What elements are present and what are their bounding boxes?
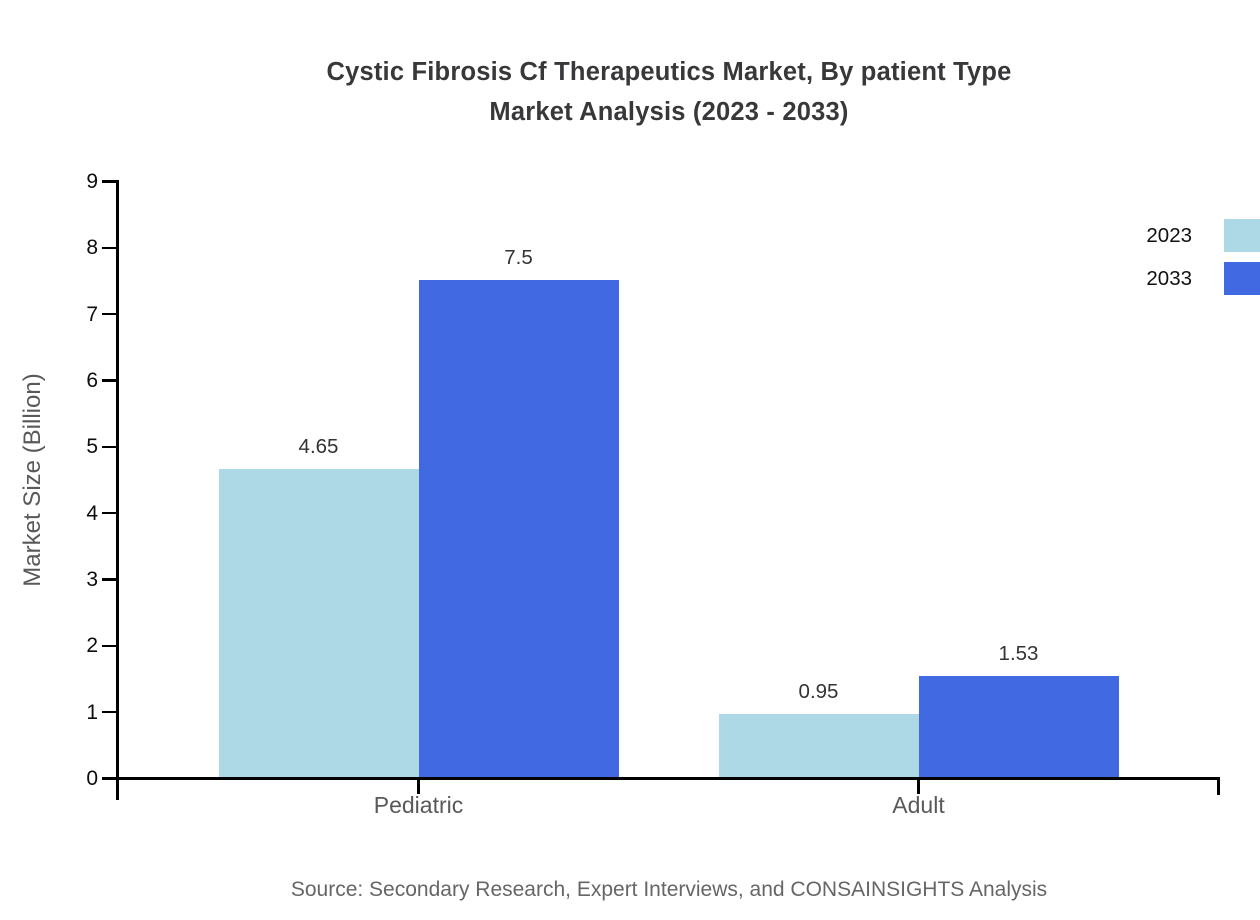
x-axis-line	[102, 777, 1220, 780]
chart-title: Cystic Fibrosis Cf Therapeutics Market, …	[118, 52, 1220, 132]
y-tick-label: 2	[86, 634, 98, 658]
bar-value-label: 7.5	[504, 245, 533, 269]
y-tick-mark	[102, 777, 116, 780]
y-tick-mark	[102, 312, 116, 316]
bar	[918, 675, 1119, 777]
legend-label: 2023	[1146, 224, 1192, 247]
legend-swatch	[1224, 262, 1260, 295]
y-tick-mark	[102, 710, 116, 714]
bar	[718, 713, 919, 777]
x-axis-end-tick	[1217, 777, 1220, 795]
bar	[418, 279, 619, 777]
y-tick-mark	[102, 180, 116, 183]
y-tick-label: 9	[86, 170, 98, 193]
y-tick-label: 1	[86, 700, 98, 724]
source-note: Source: Secondary Research, Expert Inter…	[290, 878, 1048, 901]
y-tick-mark	[102, 578, 116, 581]
x-tick-mark	[417, 777, 420, 794]
x-tick-mark	[917, 777, 920, 794]
y-axis-title: Market Size (Billion)	[19, 373, 46, 587]
y-tick-label: 8	[86, 236, 98, 260]
bar-value-label: 0.95	[798, 679, 839, 703]
y-tick-label: 0	[86, 767, 98, 790]
y-tick-mark	[102, 644, 116, 648]
y-tick-mark	[102, 511, 116, 515]
y-tick-label: 7	[86, 302, 98, 326]
y-tick-label: 4	[86, 501, 98, 525]
chart-title-line-1: Cystic Fibrosis Cf Therapeutics Market, …	[326, 58, 1012, 86]
x-axis-label: Pediatric	[373, 792, 464, 818]
bar-value-label: 4.65	[298, 434, 339, 458]
y-tick-mark	[102, 246, 116, 250]
y-tick-mark	[102, 445, 116, 449]
legend-swatch	[1224, 219, 1260, 252]
y-axis-line	[116, 180, 119, 800]
y-tick-label: 5	[86, 435, 98, 459]
x-axis-label: Adult	[892, 792, 945, 818]
y-tick-mark	[102, 379, 116, 382]
bar-value-label: 1.53	[998, 641, 1039, 665]
y-tick-label: 3	[86, 568, 98, 591]
bar	[218, 468, 419, 777]
y-tick-label: 6	[86, 369, 98, 392]
legend-label: 2033	[1146, 267, 1192, 290]
chart-title-line-2: Market Analysis (2023 - 2033)	[489, 98, 849, 126]
